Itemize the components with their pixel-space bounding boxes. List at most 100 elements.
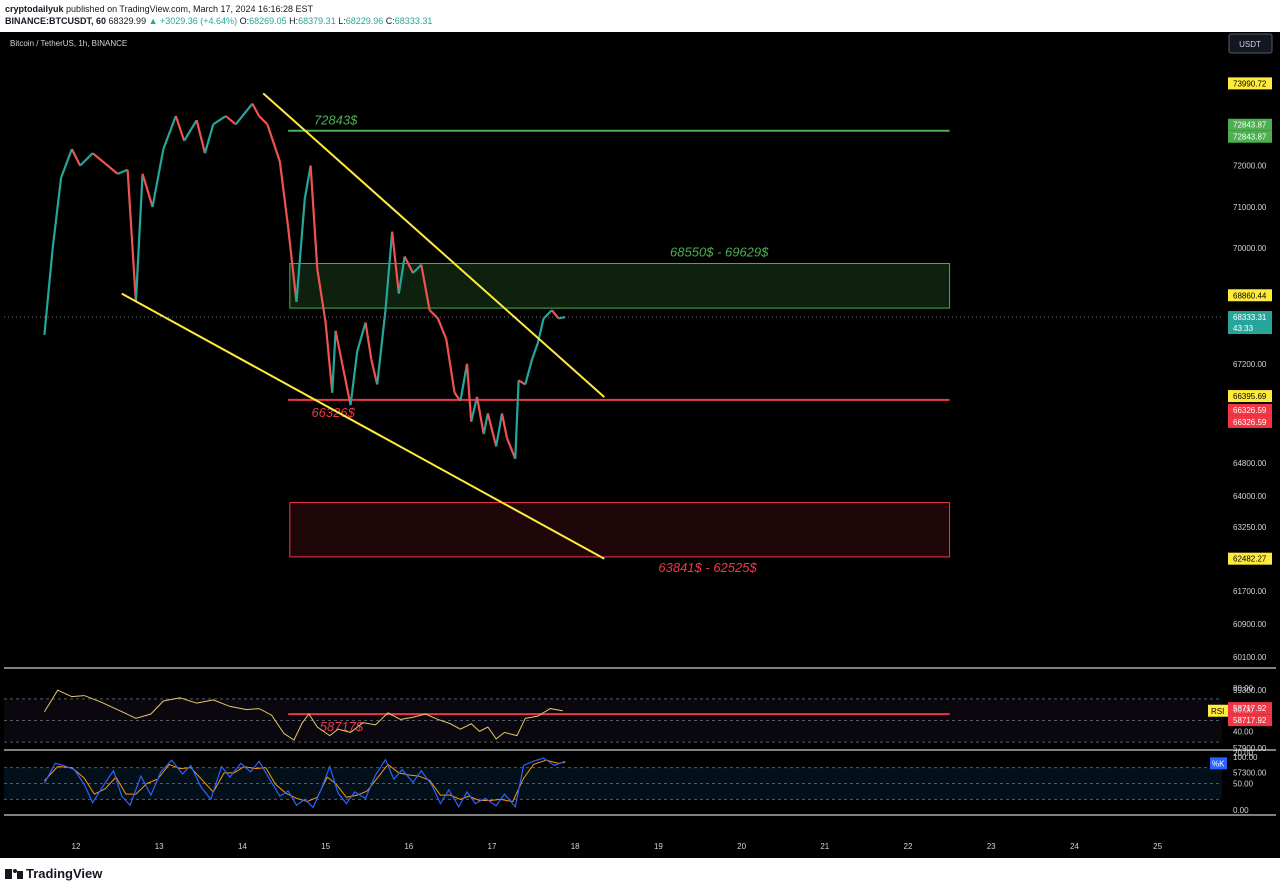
badge-resistance-b: 72843.87 <box>1233 133 1267 142</box>
publication-header: cryptodailyuk published on TradingView.c… <box>0 0 1280 32</box>
price-segment <box>334 330 344 365</box>
red-zone <box>289 502 951 558</box>
badge-current-price-bg <box>1228 311 1272 324</box>
price-segment <box>465 363 473 422</box>
rsi-tick-label: 20.00 <box>1233 749 1254 758</box>
price-segment <box>370 359 379 385</box>
price-segment <box>151 148 165 208</box>
currency-button[interactable]: USDT <box>1228 33 1273 54</box>
y-tick-label: 57300.00 <box>1233 769 1267 778</box>
y-tick-label: 59300.00 <box>1233 686 1267 695</box>
badge-resistance-a: 72843.87 <box>1233 121 1267 130</box>
badge-channel-upper-bg <box>1228 289 1272 302</box>
resistance-72843-label: 72843$ <box>314 113 358 128</box>
price-segment <box>384 231 394 311</box>
open-label: O: <box>239 16 250 26</box>
badge-current-price: 68333.31 <box>1233 313 1267 322</box>
badge-support-c-bg <box>1228 702 1272 715</box>
y-tick-label: 72000.00 <box>1233 162 1267 171</box>
price-segment <box>482 413 489 435</box>
badge-countdown: 43:33 <box>1233 324 1254 333</box>
price-segment <box>551 309 560 320</box>
upper-trendline <box>262 92 605 398</box>
price-segment <box>495 413 504 447</box>
open-value: 68269.05 <box>249 16 287 26</box>
price-segment <box>475 396 485 435</box>
x-tick-label: 15 <box>321 842 330 851</box>
y-tick-label: 71000.00 <box>1233 203 1267 212</box>
price-segment <box>303 165 312 199</box>
price-segment <box>459 363 469 402</box>
low-value: 68229.96 <box>345 16 384 26</box>
price-segment <box>70 148 82 167</box>
rsi-tick-label: 40.00 <box>1233 727 1254 736</box>
axes: 76000.0075000.0072000.0071000.0070000.00… <box>4 38 1276 851</box>
price-segment <box>391 231 400 294</box>
y-tick-label: 61700.00 <box>1233 587 1267 596</box>
badge-channel-mid: 66395.69 <box>1233 392 1267 401</box>
price-segment <box>59 148 73 179</box>
price-segment <box>397 256 406 294</box>
y-tick-label: 60900.00 <box>1233 620 1267 629</box>
high-label: H: <box>289 16 299 26</box>
rsi-badge-bg <box>1208 704 1228 717</box>
stoch-tick-label: 100.00 <box>1233 753 1258 762</box>
price-segment <box>324 322 334 393</box>
stoch-tick-label: 50.00 <box>1233 780 1254 789</box>
rsi-pane[interactable] <box>4 689 1222 743</box>
badge-resistance-a-bg <box>1228 118 1272 131</box>
author-name[interactable]: cryptodailyuk <box>5 4 64 14</box>
badge-top-line-bg <box>1228 77 1272 90</box>
chart-canvas[interactable]: 68550$ - 69629$ 63841$ - 62525$ 72843$ 6632… <box>0 32 1280 858</box>
chart-title: Bitcoin / TetherUS, 1h, BINANCE <box>10 39 127 48</box>
x-tick-label: 14 <box>238 842 247 851</box>
y-tick-label: 70000.00 <box>1233 244 1267 253</box>
price-segment <box>341 363 352 406</box>
price-segment <box>295 198 306 302</box>
badge-channel-mid-bg <box>1228 390 1272 403</box>
x-tick-label: 22 <box>904 842 913 851</box>
price-segment <box>141 173 154 208</box>
price-segment <box>470 396 479 422</box>
close-label: C: <box>385 16 395 26</box>
tradingview-logo[interactable]: TradingView <box>5 866 102 881</box>
price-change: ▲ +3029.36 (+4.64%) <box>148 16 238 26</box>
price-segment <box>162 115 177 150</box>
currency-label: USDT <box>1239 40 1261 49</box>
price-segment <box>486 413 498 447</box>
price-segment <box>278 161 290 228</box>
price-segment <box>316 268 327 323</box>
price-segment <box>51 177 63 249</box>
close-value: 68333.31 <box>394 16 433 26</box>
stoch-badge: %K <box>1212 759 1225 768</box>
lower-trendline <box>121 292 605 560</box>
price-segment <box>445 338 456 393</box>
price-segment <box>505 437 517 460</box>
badge-countdown-bg <box>1228 322 1272 335</box>
x-tick-label: 17 <box>488 842 497 851</box>
price-segment <box>331 330 337 393</box>
publish-date: published on TradingView.com, March 17, … <box>66 4 314 14</box>
price-segment <box>251 103 261 117</box>
badge-support-d: 58717.92 <box>1233 716 1267 725</box>
price-segment <box>195 119 207 154</box>
x-tick-label: 21 <box>820 842 829 851</box>
x-tick-label: 25 <box>1153 842 1162 851</box>
price-segment <box>420 264 431 311</box>
stoch-d-line <box>44 759 566 803</box>
y-tick-label: 67200.00 <box>1233 360 1267 369</box>
price-segment <box>524 359 533 385</box>
x-tick-label: 20 <box>737 842 746 851</box>
price-segment <box>500 413 509 439</box>
badge-support-b: 66326.59 <box>1233 418 1267 427</box>
stoch-tick-label: 0.00 <box>1233 806 1249 815</box>
stoch-pane[interactable] <box>4 757 1222 809</box>
symbol-name: BINANCE:BTCUSDT, 60 <box>5 16 107 26</box>
last-price: 68329.99 <box>108 16 147 26</box>
x-tick-label: 13 <box>155 842 164 851</box>
price-segment <box>309 165 319 269</box>
price-segment <box>258 115 269 126</box>
badge-channel-lower: 62482.27 <box>1233 555 1267 564</box>
rsi-tick-label: 80.00 <box>1233 684 1254 693</box>
price-segment <box>134 173 144 302</box>
